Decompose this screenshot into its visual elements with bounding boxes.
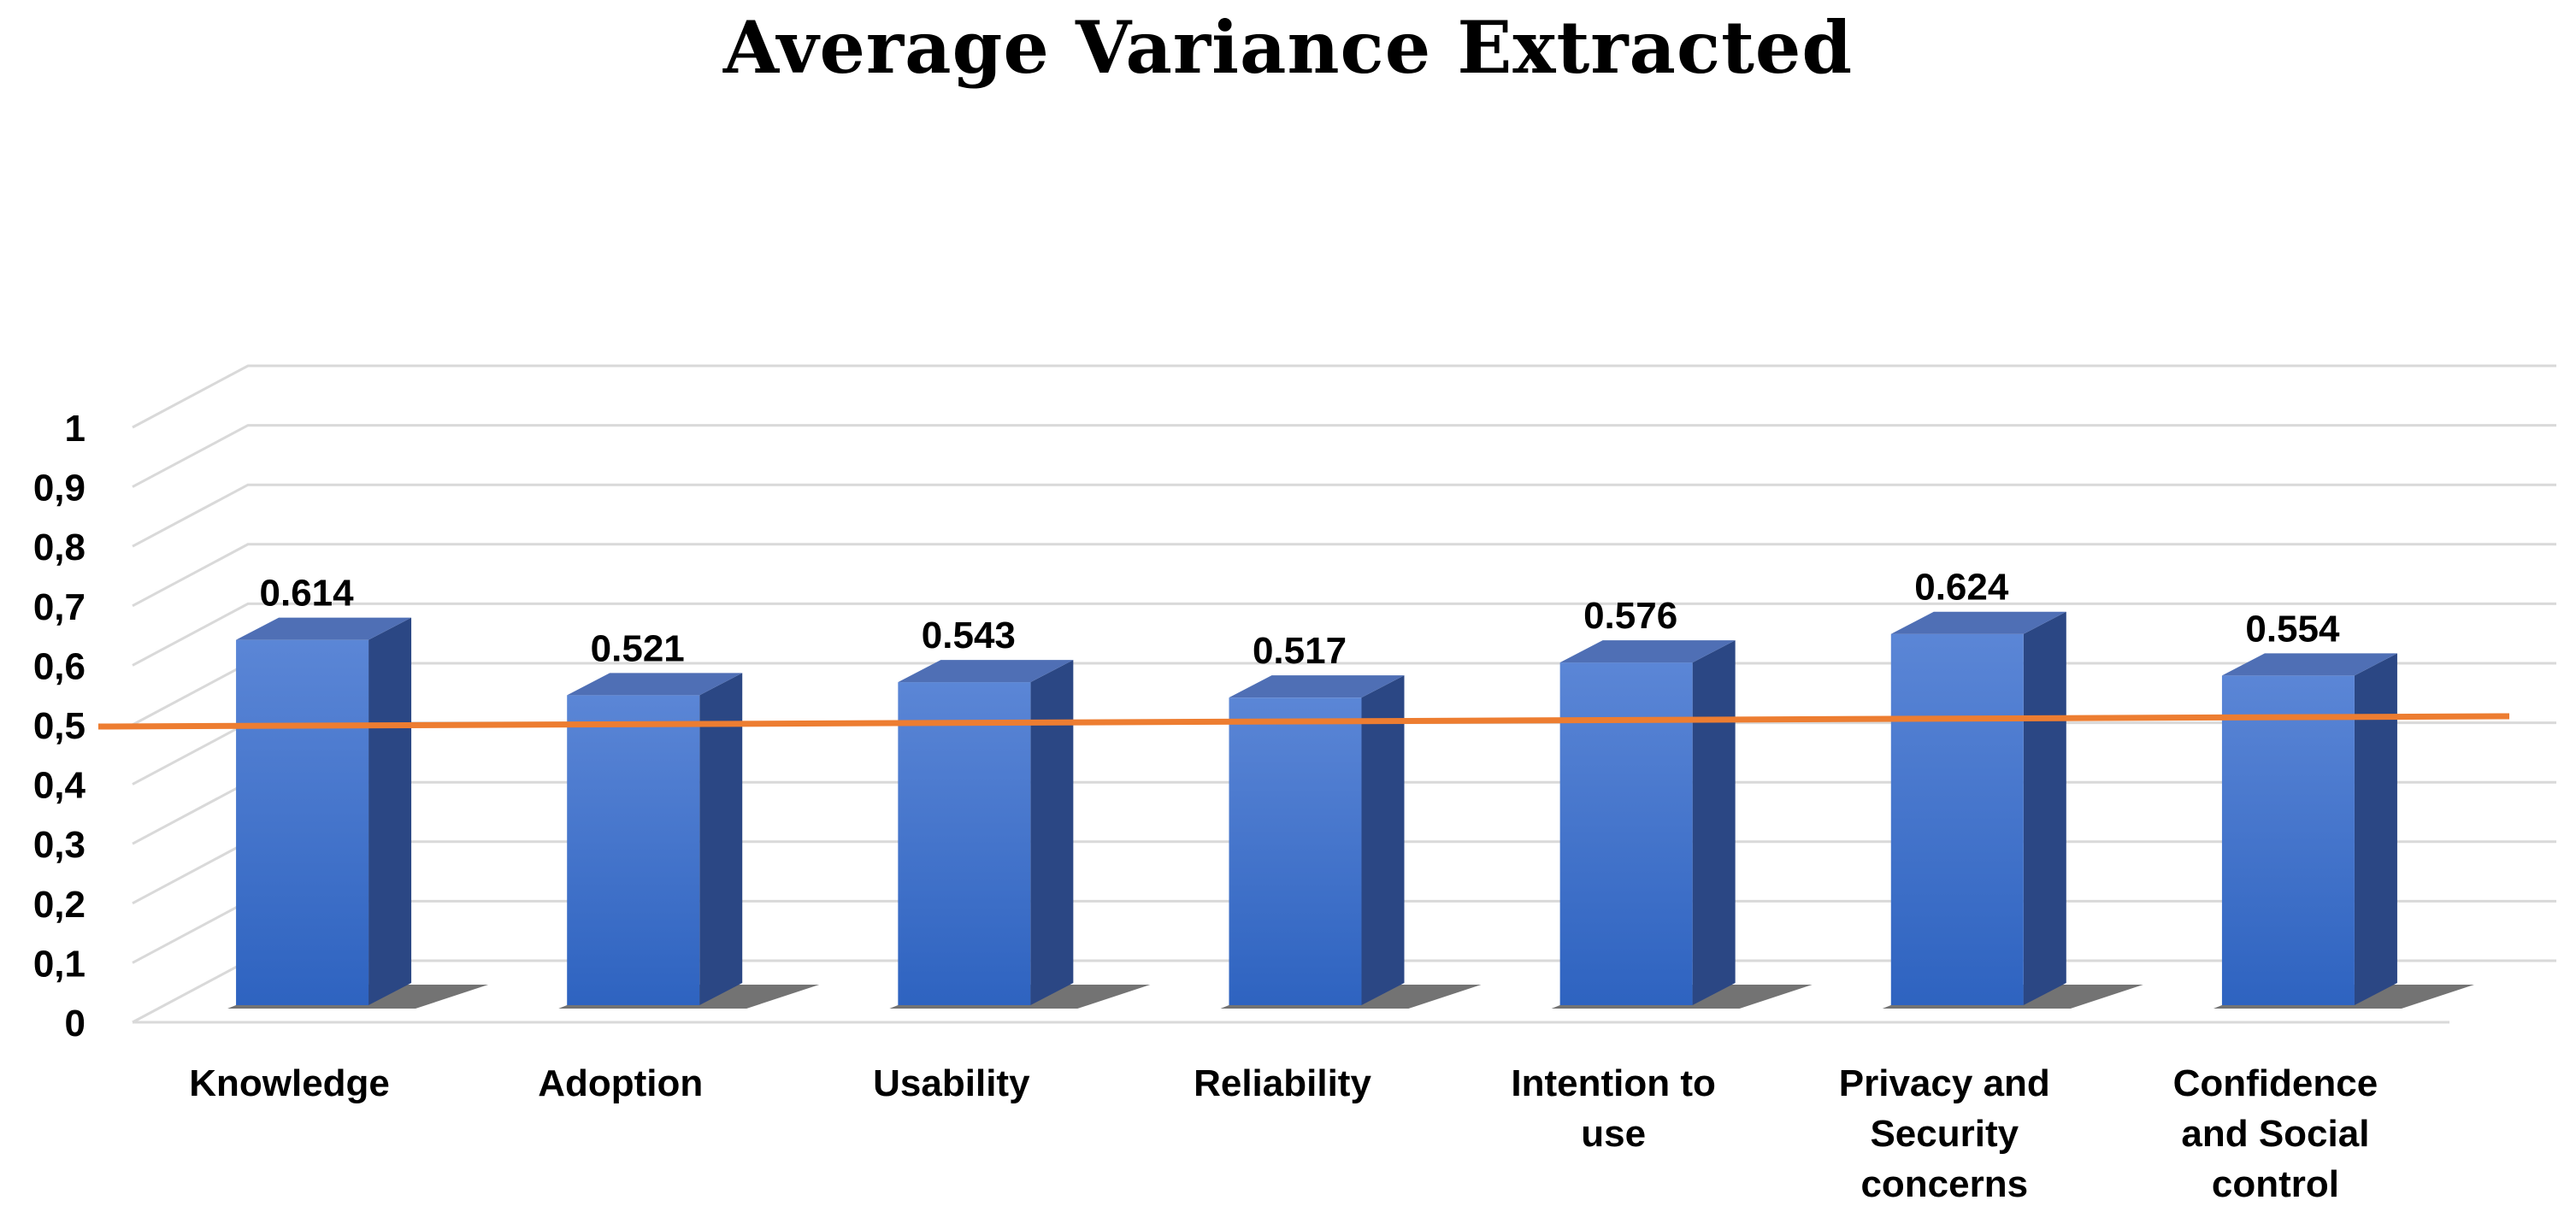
data-label: 0.624 (1914, 567, 2009, 609)
bar-top (898, 660, 1074, 683)
bar-top (2221, 653, 2397, 676)
x-tick-label: use (1581, 1113, 1646, 1155)
y-tick-label: 0,1 (33, 943, 85, 985)
bar-side (1030, 660, 1074, 1005)
bar (1551, 640, 1813, 1009)
data-labels: 0.614 0.521 0.543 0.517 0.576 0.624 0.554 (260, 567, 2340, 672)
data-label: 0.554 (2245, 608, 2340, 650)
x-tick-label: Knowledge (189, 1062, 390, 1104)
chart-title: Average Variance Extracted (722, 5, 1854, 90)
y-axis-ticks: 0 0,1 0,2 0,3 0,4 0,5 0,6 0,7 0,8 0,9 1 (33, 408, 86, 1044)
x-tick-label: Reliability (1194, 1062, 1371, 1104)
bar-front (567, 695, 700, 1005)
gridline (132, 364, 2556, 429)
y-tick-label: 0,9 (33, 468, 85, 509)
bar-top (236, 617, 412, 640)
x-tick-label: Confidence (2173, 1062, 2379, 1104)
gridline (132, 483, 2556, 548)
x-tick-label: Usability (873, 1062, 1030, 1104)
bar-front (898, 682, 1031, 1005)
x-tick-label: and Social (2181, 1113, 2369, 1155)
bar-top (1559, 640, 1736, 663)
threshold-layer (97, 713, 2510, 730)
data-label: 0.517 (1253, 630, 1347, 672)
x-tick-label: Adoption (538, 1062, 703, 1104)
bar (227, 617, 489, 1009)
x-tick-label: Intention to (1511, 1062, 1716, 1104)
y-tick-label: 0,4 (33, 765, 86, 807)
bar-side (2354, 653, 2397, 1005)
y-tick-label: 0,8 (33, 527, 85, 568)
bar (558, 673, 820, 1009)
y-tick-label: 0,6 (33, 645, 85, 687)
y-tick-label: 0,7 (33, 586, 85, 628)
bar-side (2023, 611, 2066, 1005)
y-tick-label: 0,3 (33, 824, 85, 866)
bar-side (1692, 640, 1736, 1005)
y-tick-label: 0 (65, 1003, 85, 1044)
bar-front (1559, 662, 1693, 1005)
y-tick-label: 0,5 (33, 705, 85, 747)
threshold-line (97, 713, 2510, 730)
bar (889, 660, 1151, 1009)
bar (2213, 653, 2474, 1009)
bar-front (2221, 675, 2355, 1005)
y-tick-label: 0,2 (33, 884, 85, 926)
data-label: 0.543 (922, 615, 1016, 656)
bar-side (699, 673, 743, 1005)
data-label: 0.576 (1583, 595, 1677, 637)
x-tick-label: Privacy and (1839, 1062, 2050, 1104)
bar-side (368, 617, 412, 1005)
bar-front (236, 639, 369, 1005)
gridline (132, 602, 2556, 667)
bar-top (567, 673, 743, 696)
bar-front (1229, 697, 1362, 1005)
y-tick-label: 1 (65, 408, 85, 450)
gridline (132, 543, 2556, 608)
x-axis-ticks: Knowledge Adoption Usability Reliability Int… (189, 1062, 2378, 1205)
x-tick-label: control (2212, 1163, 2339, 1205)
bars (227, 611, 2474, 1009)
bar (1882, 611, 2143, 1009)
data-label: 0.614 (260, 573, 355, 615)
x-tick-label: concerns (1860, 1163, 2028, 1205)
bar-side (1361, 675, 1405, 1005)
gridline (132, 424, 2556, 488)
bar-top (1229, 675, 1405, 698)
bar (1220, 675, 1482, 1009)
data-label: 0.521 (591, 627, 685, 669)
bar-top (1890, 611, 2066, 634)
x-tick-label: Security (1870, 1113, 2019, 1155)
bar-front (1890, 633, 2024, 1005)
